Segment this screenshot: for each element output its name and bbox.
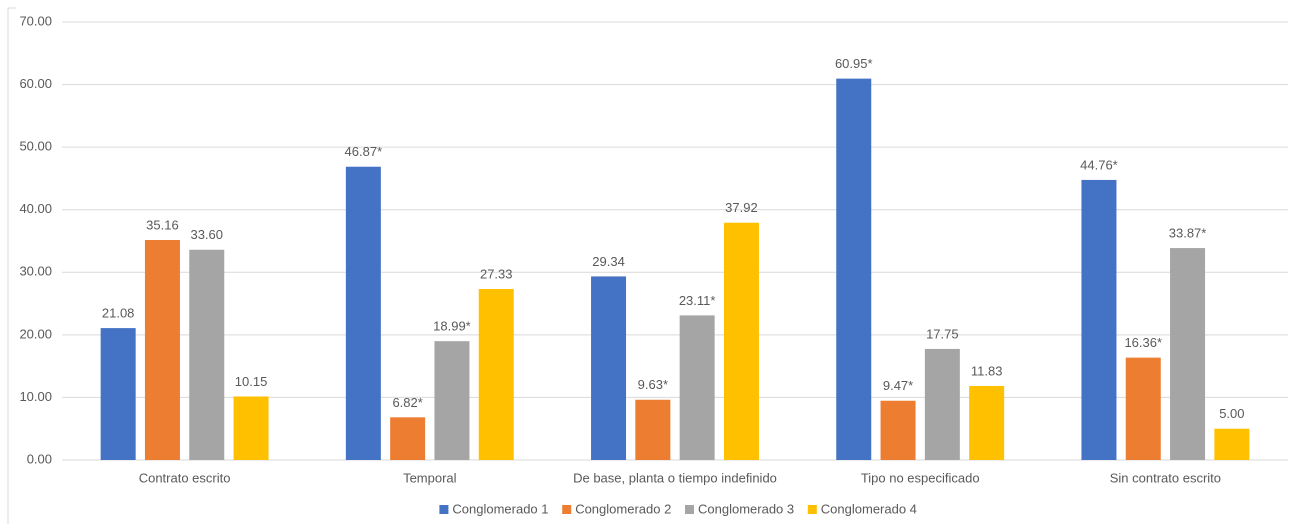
legend-label: Conglomerado 1: [452, 501, 548, 516]
data-label: 11.83: [971, 363, 1003, 378]
bar: [1170, 248, 1206, 460]
data-label: 6.82*: [392, 395, 422, 410]
legend-label: Conglomerado 2: [575, 501, 671, 516]
data-label: 35.16: [146, 217, 179, 232]
data-label: 9.63*: [638, 377, 668, 392]
x-tick-label: De base, planta o tiempo indefinido: [573, 470, 777, 485]
data-label: 46.87*: [345, 144, 383, 159]
data-label: 29.34: [592, 254, 625, 269]
y-tick-label: 40.00: [19, 201, 52, 216]
x-tick-label: Sin contrato escrito: [1110, 470, 1221, 485]
y-tick-label: 10.00: [19, 389, 52, 404]
legend-label: Conglomerado 4: [821, 501, 917, 516]
legend-label: Conglomerado 3: [698, 501, 794, 516]
data-label: 37.92: [725, 200, 758, 215]
bar: [1214, 428, 1250, 460]
data-label: 23.11*: [679, 293, 716, 308]
y-tick-label: 50.00: [19, 139, 52, 154]
chart-border: [7, 7, 16, 524]
y-tick-label: 30.00: [19, 264, 52, 279]
legend-swatch: [439, 505, 449, 514]
y-tick-label: 0.00: [27, 451, 52, 466]
bar: [924, 348, 960, 460]
bar: [880, 400, 916, 460]
data-label: 33.60: [190, 227, 223, 242]
bar: [345, 166, 381, 460]
data-label: 44.76*: [1080, 157, 1118, 172]
data-label: 16.36*: [1124, 335, 1162, 350]
y-tick-label: 70.00: [19, 13, 52, 28]
bar: [836, 78, 872, 461]
bar: [233, 396, 269, 460]
bar: [390, 417, 426, 460]
bar: [1125, 357, 1161, 460]
legend-swatch: [807, 505, 817, 514]
data-label: 60.95*: [835, 56, 873, 71]
bar: [679, 315, 715, 460]
bar: [591, 276, 627, 460]
y-tick-label: 20.00: [19, 326, 52, 341]
bar: [478, 288, 514, 460]
bar: [969, 385, 1005, 460]
bar: [635, 399, 671, 460]
data-label: 21.08: [102, 306, 135, 321]
bar: [1081, 179, 1117, 460]
data-label: 17.75: [926, 326, 959, 341]
data-label: 5.00: [1219, 406, 1244, 421]
bar: [144, 239, 180, 460]
bar: [100, 328, 136, 460]
bar: [434, 341, 470, 460]
data-label: 27.33: [480, 266, 513, 281]
x-tick-label: Tipo no especificado: [861, 470, 980, 485]
x-tick-label: Contrato escrito: [139, 470, 231, 485]
legend-swatch: [562, 505, 572, 514]
bar: [723, 222, 759, 460]
legend-swatch: [685, 505, 694, 514]
data-label: 10.15: [235, 374, 268, 389]
x-tick-label: Temporal: [403, 470, 457, 485]
y-tick-label: 60.00: [19, 76, 52, 91]
data-label: 18.99*: [433, 319, 471, 334]
bar: [189, 249, 225, 460]
data-label: 33.87*: [1169, 226, 1207, 241]
data-label: 9.47*: [883, 378, 913, 393]
